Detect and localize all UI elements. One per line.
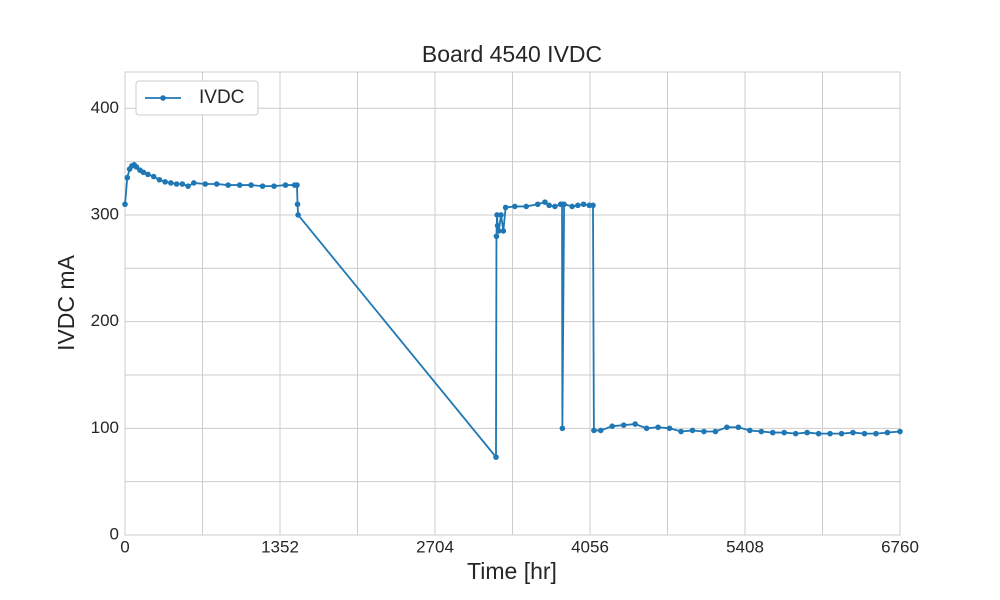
- data-point: [494, 222, 501, 229]
- data-point: [162, 179, 168, 185]
- x-tick-label: 0: [120, 537, 129, 556]
- data-point: [735, 424, 742, 431]
- data-point: [712, 428, 719, 435]
- data-point: [546, 202, 552, 209]
- data-point: [747, 427, 753, 434]
- data-point: [655, 424, 661, 431]
- data-point: [294, 201, 301, 208]
- data-point: [838, 430, 845, 437]
- y-tick-label: 300: [91, 204, 119, 223]
- data-point: [494, 212, 500, 218]
- data-point: [678, 428, 684, 435]
- chart-title: Board 4540 IVDC: [422, 41, 602, 67]
- data-point: [580, 201, 587, 208]
- data-point: [493, 454, 499, 460]
- x-tick-label: 6760: [881, 537, 919, 556]
- x-tick-label: 1352: [261, 537, 299, 556]
- data-point: [758, 428, 765, 435]
- data-point: [236, 182, 243, 188]
- data-point: [792, 430, 799, 437]
- y-tick-label: 100: [91, 418, 119, 437]
- data-point: [769, 429, 776, 436]
- data-point: [493, 233, 500, 240]
- data-point: [559, 425, 566, 432]
- data-point: [140, 169, 147, 176]
- y-tick-label: 0: [110, 524, 119, 543]
- data-point: [202, 181, 209, 187]
- data-point: [124, 174, 131, 181]
- legend-box: [135, 80, 259, 116]
- data-point: [542, 199, 548, 205]
- y-tick-label: 400: [91, 98, 119, 117]
- x-tick-label: 4056: [571, 537, 609, 556]
- data-point: [502, 204, 509, 211]
- data-point: [597, 427, 604, 434]
- legend-label: IVDC: [199, 87, 244, 108]
- data-point: [534, 201, 541, 208]
- data-point: [500, 228, 507, 234]
- data-point: [701, 428, 707, 435]
- x-tick-label: 2704: [416, 537, 454, 556]
- data-point: [150, 173, 157, 180]
- data-point: [213, 181, 220, 187]
- data-point: [259, 183, 266, 189]
- data-point: [295, 212, 301, 218]
- data-point: [590, 202, 596, 209]
- data-point: [620, 422, 627, 428]
- data-point: [294, 182, 300, 188]
- data-point: [804, 429, 810, 436]
- data-point: [495, 228, 502, 234]
- data-point: [897, 428, 903, 435]
- data-point: [248, 182, 254, 188]
- data-point: [156, 176, 163, 183]
- data-point: [884, 429, 891, 436]
- data-point: [609, 423, 616, 429]
- data-point: [850, 429, 856, 436]
- data-point: [552, 203, 558, 210]
- data-point: [511, 203, 518, 210]
- data-point: [523, 203, 530, 210]
- data-point: [632, 421, 638, 427]
- legend: IVDC: [135, 80, 259, 116]
- data-point: [173, 181, 180, 187]
- data-point: [271, 183, 277, 189]
- data-point: [591, 427, 597, 434]
- data-point: [498, 212, 504, 218]
- data-point: [861, 430, 868, 437]
- data-point: [168, 180, 174, 186]
- data-point: [873, 430, 879, 437]
- y-tick-label: 200: [91, 311, 119, 330]
- data-point: [575, 202, 581, 209]
- data-point: [724, 424, 730, 431]
- data-point: [569, 203, 575, 210]
- data-point: [827, 430, 833, 437]
- plot-frame: [124, 71, 901, 536]
- data-point: [145, 171, 151, 178]
- data-point: [666, 425, 673, 432]
- data-point: [225, 182, 231, 188]
- y-axis-label: IVDC mA: [53, 254, 79, 351]
- data-point: [282, 182, 289, 188]
- data-point: [689, 427, 696, 434]
- data-point: [190, 180, 197, 186]
- data-point: [122, 201, 128, 208]
- legend-marker: [160, 95, 166, 101]
- data-point: [561, 201, 567, 208]
- x-tick-label: 5408: [726, 537, 764, 556]
- data-point: [643, 425, 650, 432]
- data-point: [781, 429, 788, 436]
- data-point: [179, 181, 186, 187]
- data-point: [185, 183, 191, 189]
- x-axis-label: Time [hr]: [467, 558, 557, 584]
- data-point: [815, 430, 822, 437]
